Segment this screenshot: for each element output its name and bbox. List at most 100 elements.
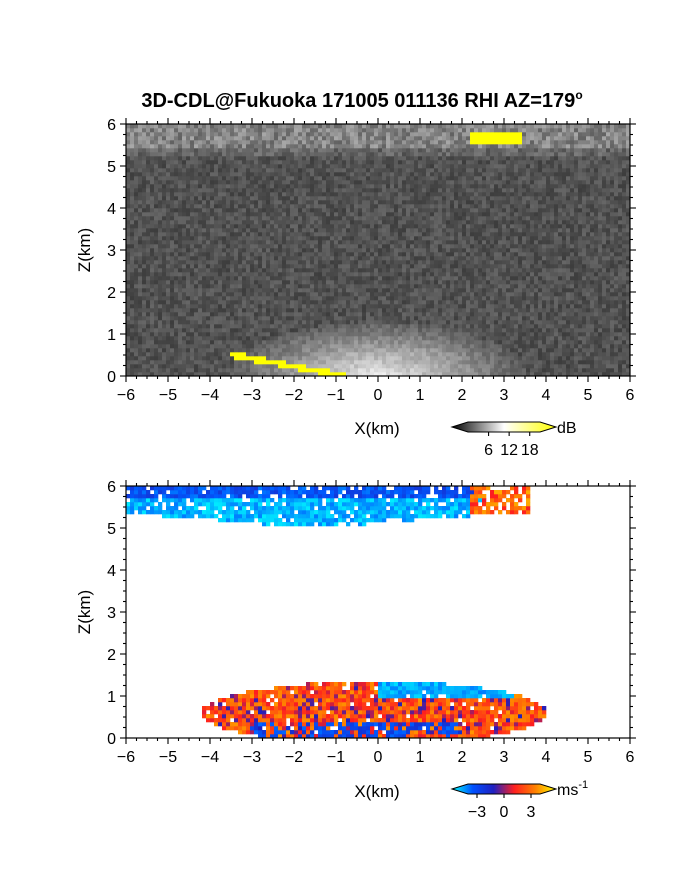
- heatmap-cell: [250, 296, 255, 301]
- heatmap-cell: [130, 372, 135, 377]
- heatmap-cell: [414, 352, 419, 357]
- heatmap-cell: [166, 216, 171, 221]
- heatmap-cell: [498, 340, 503, 345]
- heatmap-cell: [494, 228, 499, 233]
- heatmap-cell: [338, 356, 343, 361]
- heatmap-cell: [126, 344, 131, 349]
- heatmap-cell: [458, 240, 463, 245]
- heatmap-cell: [522, 240, 527, 245]
- heatmap-cell: [490, 364, 495, 369]
- heatmap-cell: [562, 340, 567, 345]
- heatmap-cell: [258, 356, 263, 361]
- heatmap-cell: [598, 276, 603, 281]
- heatmap-cell: [182, 368, 187, 373]
- heatmap-cell: [270, 352, 275, 357]
- heatmap-cell: [618, 240, 623, 245]
- heatmap-cell: [454, 364, 459, 369]
- heatmap-cell: [534, 276, 539, 281]
- heatmap-cell: [194, 268, 199, 273]
- heatmap-cell: [398, 292, 403, 297]
- heatmap-cell: [550, 248, 555, 253]
- heatmap-cell: [234, 356, 239, 361]
- heatmap-cell: [146, 336, 151, 341]
- heatmap-cell: [254, 256, 259, 261]
- heatmap-cell: [342, 360, 347, 365]
- heatmap-cell: [250, 308, 255, 313]
- heatmap-cell: [158, 216, 163, 221]
- heatmap-cell: [142, 288, 147, 293]
- heatmap-cell: [378, 296, 383, 301]
- heatmap-cell: [130, 300, 135, 305]
- heatmap-cell: [126, 296, 131, 301]
- heatmap-cell: [578, 276, 583, 281]
- heatmap-cell: [206, 316, 211, 321]
- heatmap-cell: [626, 332, 631, 337]
- heatmap-cell: [594, 304, 599, 309]
- heatmap-cell: [262, 288, 267, 293]
- heatmap-cell: [514, 348, 519, 353]
- heatmap-cell: [602, 260, 607, 265]
- heatmap-cell: [354, 328, 359, 333]
- heatmap-cell: [546, 348, 551, 353]
- heatmap-cell: [438, 356, 443, 361]
- heatmap-cell: [230, 248, 235, 253]
- heatmap-cell: [350, 252, 355, 257]
- heatmap-cell: [514, 296, 519, 301]
- heatmap-cell: [302, 264, 307, 269]
- heatmap-cell: [582, 372, 587, 377]
- heatmap-cell: [422, 356, 427, 361]
- heatmap-cell: [238, 308, 243, 313]
- heatmap-cell: [438, 328, 443, 333]
- heatmap-cell: [402, 232, 407, 237]
- heatmap-cell: [322, 352, 327, 357]
- heatmap-cell: [578, 348, 583, 353]
- heatmap-cell: [442, 348, 447, 353]
- heatmap-cell: [430, 280, 435, 285]
- heatmap-cell: [402, 264, 407, 269]
- heatmap-cell: [458, 248, 463, 253]
- heatmap-cell: [546, 248, 551, 253]
- heatmap-cell: [510, 252, 515, 257]
- heatmap-cell: [266, 308, 271, 313]
- heatmap-cell: [390, 328, 395, 333]
- heatmap-cell: [194, 276, 199, 281]
- heatmap-cell: [234, 340, 239, 345]
- heatmap-cell: [218, 256, 223, 261]
- heatmap-cell: [342, 244, 347, 249]
- heatmap-cell: [182, 360, 187, 365]
- heatmap-cell: [494, 292, 499, 297]
- heatmap-cell: [142, 280, 147, 285]
- heatmap-cell: [590, 316, 595, 321]
- heatmap-cell: [546, 360, 551, 365]
- heatmap-cell: [474, 360, 479, 365]
- heatmap-cell: [402, 248, 407, 253]
- heatmap-cell: [390, 220, 395, 225]
- heatmap-cell: [282, 336, 287, 341]
- heatmap-cell: [526, 304, 531, 309]
- heatmap-cell: [178, 336, 183, 341]
- heatmap-cell: [618, 332, 623, 337]
- heatmap-cell: [554, 336, 559, 341]
- heatmap-cell: [594, 292, 599, 297]
- heatmap-cell: [346, 296, 351, 301]
- heatmap-cell: [454, 264, 459, 269]
- heatmap-cell: [134, 352, 139, 357]
- heatmap-cell: [486, 224, 491, 229]
- heatmap-cell: [606, 300, 611, 305]
- heatmap-cell: [126, 288, 131, 293]
- heatmap-cell: [238, 368, 243, 373]
- heatmap-cell: [530, 240, 535, 245]
- heatmap-cell: [238, 348, 243, 353]
- heatmap-cell: [306, 372, 311, 377]
- heatmap-cell: [374, 256, 379, 261]
- heatmap-cell: [130, 276, 135, 281]
- heatmap-cell: [346, 344, 351, 349]
- heatmap-cell: [278, 244, 283, 249]
- heatmap-cell: [546, 368, 551, 373]
- heatmap-cell: [138, 280, 143, 285]
- heatmap-cell: [126, 336, 131, 341]
- heatmap-cell: [226, 368, 231, 373]
- heatmap-cell: [354, 260, 359, 265]
- heatmap-cell: [566, 316, 571, 321]
- heatmap-cell: [250, 352, 255, 357]
